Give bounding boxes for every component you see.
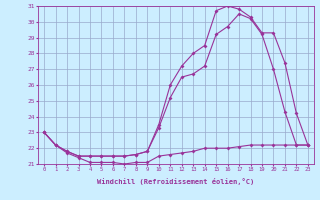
X-axis label: Windchill (Refroidissement éolien,°C): Windchill (Refroidissement éolien,°C) xyxy=(97,178,255,185)
